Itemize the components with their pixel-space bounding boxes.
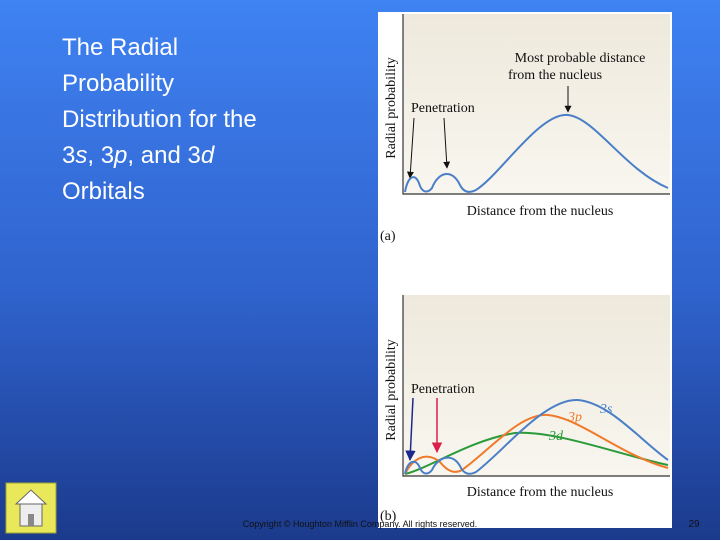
title-part: , and 3 bbox=[127, 142, 201, 169]
axes bbox=[402, 14, 670, 195]
annotation: Most probable distance bbox=[515, 51, 646, 66]
curve-3s bbox=[404, 398, 669, 475]
home-icon[interactable] bbox=[28, 514, 34, 526]
curve-3p bbox=[404, 413, 669, 475]
x-label: Distance from the nucleus bbox=[467, 204, 614, 219]
arrow bbox=[443, 117, 451, 169]
title-part: d bbox=[200, 142, 215, 169]
curve-3d bbox=[404, 431, 669, 475]
panel-tag: (a) bbox=[380, 229, 396, 244]
curve-label: 3s bbox=[599, 402, 613, 417]
y-label: Radial probability bbox=[384, 339, 399, 440]
title-part: The Radial bbox=[62, 34, 179, 61]
axes bbox=[402, 295, 670, 477]
x-label: Distance from the nucleus bbox=[467, 485, 614, 500]
title-part: Orbitals bbox=[62, 178, 145, 205]
panel-tag: (b) bbox=[380, 509, 397, 524]
title-part: Distribution for the bbox=[62, 106, 257, 133]
curve-3s bbox=[404, 113, 669, 193]
title-part: 3 bbox=[62, 142, 76, 169]
arrow bbox=[405, 397, 416, 462]
title-part: p bbox=[114, 142, 128, 169]
arrow bbox=[406, 117, 415, 179]
slide-title: The Radial Probability Distribution for th… bbox=[62, 30, 257, 210]
curve-label: 3p bbox=[567, 410, 582, 425]
home-button[interactable] bbox=[5, 482, 57, 534]
plot-area bbox=[403, 295, 670, 476]
copyright: Copyright © Houghton Mifflin Company. Al… bbox=[243, 519, 477, 529]
title-part: Probability bbox=[62, 70, 175, 97]
title-part: , 3 bbox=[87, 142, 115, 169]
annotation: Penetration bbox=[411, 382, 475, 397]
page-number: 29 bbox=[688, 519, 700, 530]
annotation: Penetration bbox=[411, 101, 475, 116]
annotation: from the nucleus bbox=[508, 68, 602, 83]
title-part: s bbox=[75, 142, 88, 169]
curve-label: 3d bbox=[548, 429, 564, 444]
y-label: Radial probability bbox=[384, 57, 399, 158]
